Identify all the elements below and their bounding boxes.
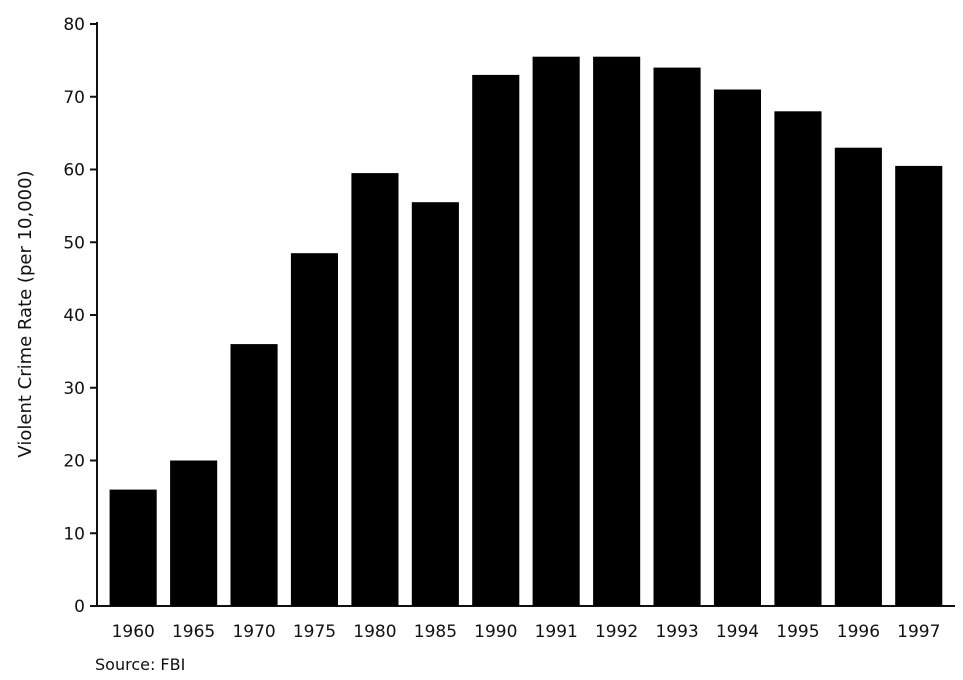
y-tick-label: 60 [63, 161, 85, 181]
bar-1960 [109, 489, 157, 606]
bar-1965 [170, 460, 218, 606]
x-tick-label: 1992 [595, 622, 638, 642]
y-tick-label: 40 [63, 306, 85, 326]
y-axis: 0 10 20 30 40 50 60 70 80 [63, 15, 98, 617]
bar-1990 [472, 74, 520, 606]
y-axis-title: Violent Crime Rate (per 10,000) [15, 170, 36, 457]
y-tick-label: 20 [63, 452, 85, 472]
y-tick-label: 50 [63, 233, 85, 253]
x-tick-label: 1997 [897, 622, 940, 642]
bar-1980 [351, 173, 399, 606]
y-tick-label: 30 [63, 379, 85, 399]
bars [109, 56, 943, 607]
x-axis: 1960 1965 1970 1975 1980 1985 1990 1991 1992 1993… [97, 605, 955, 642]
x-tick-label: 1980 [353, 622, 396, 642]
bar-1991 [532, 56, 580, 606]
x-tick-label: 1965 [172, 622, 215, 642]
x-axis-tick-labels: 1960 1965 1970 1975 1980 1985 1990 1991 1992 1993… [112, 622, 941, 642]
x-tick-label: 1996 [837, 622, 880, 642]
x-tick-label: 1994 [716, 622, 759, 642]
x-tick-label: 1970 [232, 622, 275, 642]
x-tick-label: 1975 [293, 622, 336, 642]
y-tick-label: 80 [63, 15, 85, 35]
x-tick-label: 1991 [535, 622, 578, 642]
x-tick-label: 1995 [776, 622, 819, 642]
bar-1996 [834, 147, 882, 606]
bar-1997 [895, 165, 943, 606]
source-note: Source: FBI [95, 655, 185, 674]
x-tick-label: 1985 [414, 622, 457, 642]
y-tick-label: 0 [74, 597, 85, 617]
bar-1985 [411, 202, 459, 606]
x-tick-label: 1960 [112, 622, 155, 642]
bar-1995 [774, 111, 822, 607]
x-tick-label: 1990 [474, 622, 517, 642]
y-tick-label: 10 [63, 524, 85, 544]
bar-1993 [653, 67, 701, 607]
bar-1970 [230, 344, 278, 606]
y-axis-ticks: 0 10 20 30 40 50 60 70 80 [63, 15, 97, 617]
bar-1992 [593, 56, 641, 606]
x-tick-label: 1993 [655, 622, 698, 642]
y-tick-label: 70 [63, 88, 85, 108]
bar-1975 [290, 253, 338, 606]
bar-1994 [713, 89, 761, 606]
